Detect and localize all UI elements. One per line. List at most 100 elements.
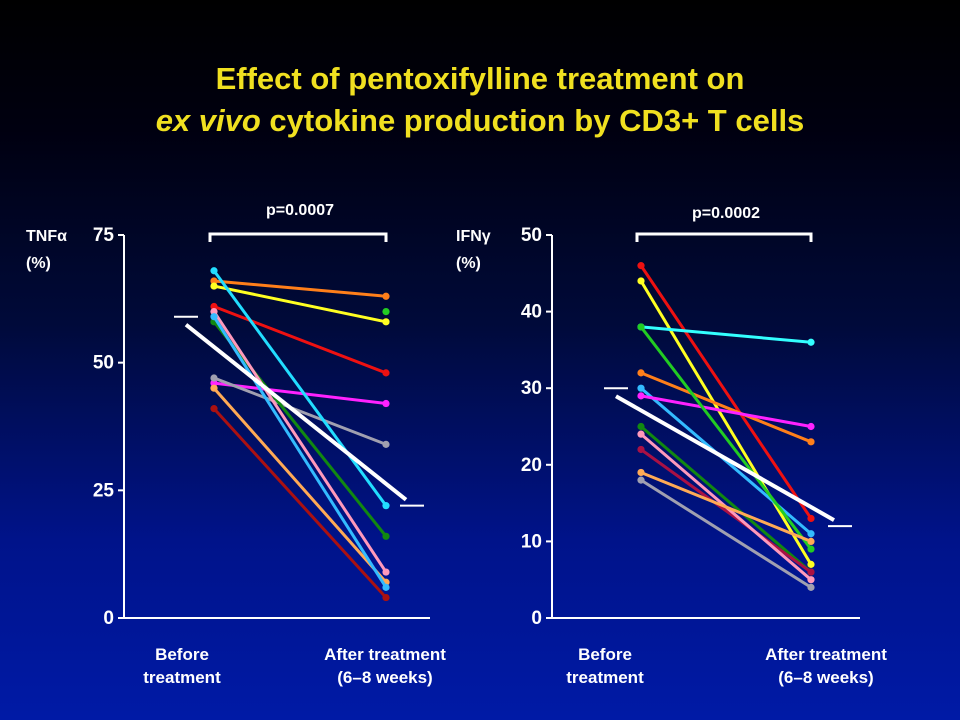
chart-title: Effect of pentoxifylline treatment on ex… bbox=[0, 58, 960, 142]
chart1-point-after bbox=[382, 593, 390, 602]
chart2-series-line bbox=[640, 371, 812, 444]
chart1-y-tick-label: 50 bbox=[93, 353, 114, 374]
chart1-point-after bbox=[382, 318, 390, 326]
chart1-point-before bbox=[210, 379, 218, 387]
chart2-point-after bbox=[807, 338, 815, 346]
chart2-series-line bbox=[639, 326, 813, 550]
chart1-point-after bbox=[382, 532, 390, 540]
chart1-ylabel-main: TNFα bbox=[26, 228, 67, 245]
chart1-point-after bbox=[382, 568, 390, 576]
chart2-point-before bbox=[637, 445, 645, 454]
chart2-point-before bbox=[637, 468, 645, 477]
chart1-point-before bbox=[210, 267, 218, 275]
chart2-xlabel-after-line2: (6–8 weeks) bbox=[778, 668, 874, 687]
chart2-point-after bbox=[807, 576, 815, 584]
chart1-series-line bbox=[213, 381, 387, 406]
chart2-xlabel-after-line1: After treatment bbox=[765, 645, 887, 664]
chart1-point-after bbox=[382, 399, 390, 408]
chart2-y-tick-label: 40 bbox=[521, 302, 542, 323]
chart1-point-before bbox=[210, 302, 218, 311]
title-rest-part: cytokine production by CD3+ T cells bbox=[260, 103, 805, 138]
chart1-series-line bbox=[212, 387, 388, 584]
chart1-point-after bbox=[382, 369, 390, 377]
chart1-p-value: p=0.0007 bbox=[266, 202, 334, 219]
chart2-point-before bbox=[637, 277, 645, 285]
chart2-point-before bbox=[637, 422, 645, 431]
chart1-point-before bbox=[210, 405, 218, 413]
chart2-ylabel-unit: (%) bbox=[456, 255, 481, 272]
chart2-point-before bbox=[637, 476, 645, 484]
chart2-point-before bbox=[637, 384, 645, 392]
chart2-point-after bbox=[807, 583, 815, 591]
chart2-point-before bbox=[637, 323, 645, 331]
chart1-point-before bbox=[210, 384, 218, 392]
chart2-xlabel-before: Before treatment bbox=[505, 643, 705, 689]
chart1-series-line bbox=[213, 376, 387, 446]
chart2-point-before bbox=[637, 262, 645, 270]
chart2-xlabel-before-line1: Before bbox=[578, 645, 632, 664]
chart1-xlabel-after-line1: After treatment bbox=[324, 645, 446, 664]
chart1-xlabel-before-line1: Before bbox=[155, 645, 209, 664]
chart2-y-tick-label: 10 bbox=[521, 531, 542, 552]
chart2-bracket bbox=[635, 232, 813, 242]
chart1-extra-point-after bbox=[382, 308, 390, 316]
chart2-xlabel-after: After treatment (6–8 weeks) bbox=[726, 643, 926, 689]
chart1-xlabel-before-line2: treatment bbox=[143, 668, 221, 687]
chart2-series-line bbox=[640, 425, 812, 574]
chart2-point-after bbox=[807, 560, 815, 568]
chart2-y-tick-label: 50 bbox=[521, 225, 542, 246]
chart1-y-tick-label: 25 bbox=[93, 480, 115, 501]
chart2-series-line bbox=[640, 325, 812, 344]
chart1-point-after bbox=[382, 502, 390, 510]
title-line-1: Effect of pentoxifylline treatment on bbox=[215, 61, 745, 96]
chart1-point-after bbox=[382, 583, 390, 591]
chart2-point-after bbox=[807, 422, 815, 431]
chart2-mean-line bbox=[615, 394, 835, 522]
chart1-bracket bbox=[208, 232, 388, 242]
chart1-point-before bbox=[210, 308, 218, 316]
chart2-point-after bbox=[807, 568, 815, 576]
chart2-y-tick-label: 30 bbox=[521, 378, 542, 399]
chart1-series-line bbox=[213, 279, 387, 298]
chart2-series-line bbox=[640, 478, 812, 589]
title-line-2: ex vivo cytokine production by CD3+ T ce… bbox=[0, 100, 960, 142]
chart2-ylabel-main: IFNγ bbox=[456, 228, 491, 245]
chart1-xlabel-after: After treatment (6–8 weeks) bbox=[285, 643, 485, 689]
chart2-series-line bbox=[640, 394, 812, 428]
chart2-point-after bbox=[807, 438, 815, 446]
title-italic-part: ex vivo bbox=[155, 103, 261, 138]
chart1-point-after bbox=[382, 440, 390, 448]
chart2-point-after bbox=[807, 530, 815, 538]
chart2-y-tick-label: 20 bbox=[521, 455, 542, 476]
chart2-series-line bbox=[640, 448, 812, 574]
chart1-point-before bbox=[210, 282, 218, 290]
chart2-point-after bbox=[807, 514, 815, 523]
chart1-xlabel-before: Before treatment bbox=[82, 643, 282, 689]
chart2-p-value: p=0.0002 bbox=[692, 205, 760, 222]
chart2-point-before bbox=[637, 430, 645, 438]
chart1-series-line bbox=[212, 407, 388, 599]
chart2-point-after bbox=[807, 545, 815, 553]
chart2-y-tick-label: 0 bbox=[531, 608, 542, 629]
chart1-point-before bbox=[210, 374, 218, 382]
chart1-y-tick-label: 75 bbox=[93, 225, 115, 246]
chart1-mean-line bbox=[184, 323, 408, 502]
chart2-xlabel-before-line2: treatment bbox=[566, 668, 644, 687]
chart1-y-tick-label: 0 bbox=[103, 608, 114, 629]
chart2-point-after bbox=[807, 537, 815, 546]
chart1-series-line bbox=[213, 305, 387, 375]
chart1-series-line bbox=[212, 315, 388, 589]
chart1-series-line bbox=[212, 269, 388, 507]
chart1-series-line bbox=[213, 284, 387, 324]
chart2-series-line bbox=[640, 471, 812, 543]
chart1-xlabel-after-line2: (6–8 weeks) bbox=[337, 668, 433, 687]
chart2-point-before bbox=[637, 369, 645, 377]
chart1-ylabel-unit: (%) bbox=[26, 255, 51, 272]
chart1-series-line bbox=[212, 310, 388, 573]
chart2-point-before bbox=[637, 392, 645, 400]
chart1-point-after bbox=[382, 292, 390, 300]
chart1-point-before bbox=[210, 277, 218, 285]
chart1-point-before bbox=[210, 313, 218, 321]
chart2-series-line bbox=[639, 264, 813, 520]
